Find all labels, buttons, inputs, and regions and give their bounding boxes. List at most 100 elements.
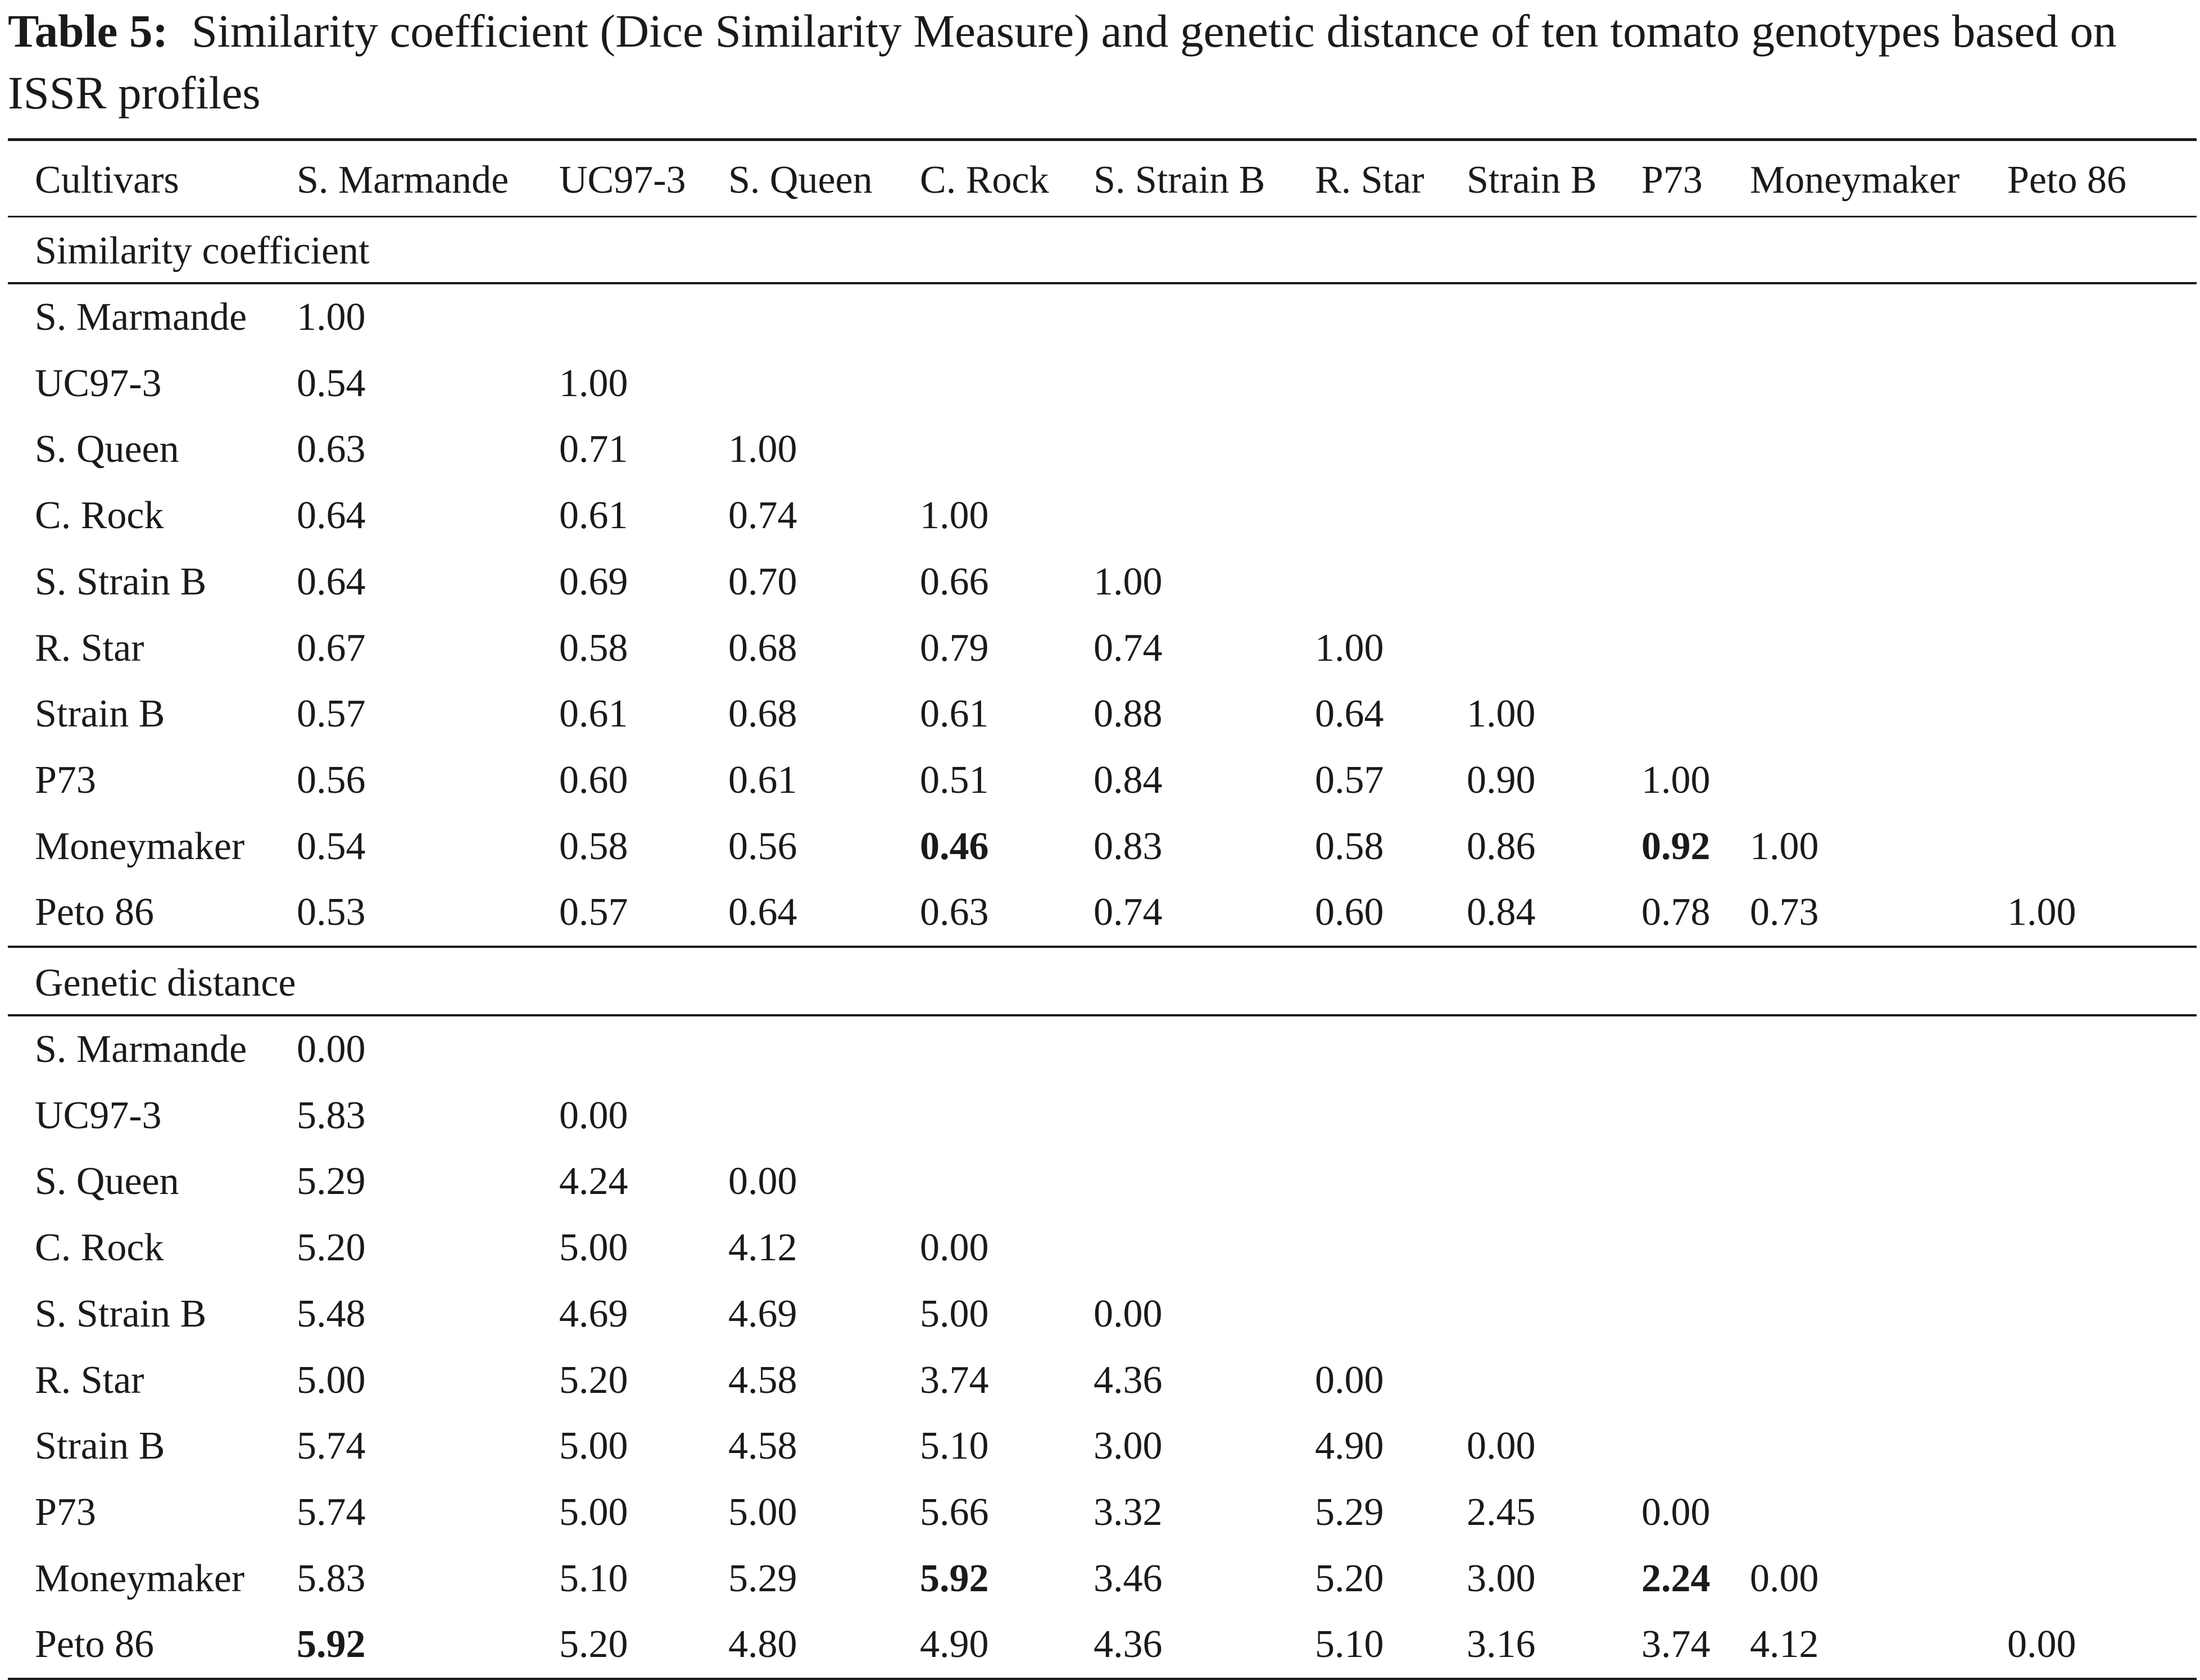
row-label: S. Queen bbox=[35, 428, 179, 471]
table-cell: 0.00 bbox=[1750, 1556, 1819, 1600]
table-cell: 1.00 bbox=[1315, 626, 1384, 670]
table-cell: 0.73 bbox=[1750, 891, 1819, 934]
table-cell: 0.66 bbox=[920, 560, 989, 603]
table-cell: 4.90 bbox=[1315, 1424, 1384, 1468]
table-cell: 0.64 bbox=[1315, 692, 1384, 736]
column-header: P73 bbox=[1641, 158, 1703, 202]
table-cell: 4.24 bbox=[559, 1160, 628, 1204]
table-cell: 0.54 bbox=[297, 361, 366, 405]
row-label: S. Queen bbox=[35, 1160, 179, 1204]
top-rule bbox=[8, 138, 2197, 141]
section-title: Genetic distance bbox=[35, 961, 296, 1005]
table-cell: 0.84 bbox=[1467, 891, 1536, 934]
row-label: Moneymaker bbox=[35, 1556, 245, 1600]
table-cell: 0.56 bbox=[297, 758, 366, 802]
table-cell: 0.71 bbox=[559, 428, 628, 471]
table-cell: 0.46 bbox=[920, 824, 989, 868]
section-rule bbox=[8, 282, 2197, 284]
table-cell: 0.57 bbox=[297, 692, 366, 736]
table-cell: 0.58 bbox=[1315, 824, 1384, 868]
table-cell: 0.61 bbox=[559, 494, 628, 538]
table-cell: 1.00 bbox=[1467, 692, 1536, 736]
table-cell: 1.00 bbox=[920, 494, 989, 538]
table-cell: 0.00 bbox=[1315, 1358, 1384, 1402]
row-label: P73 bbox=[35, 758, 96, 802]
table-cell: 5.20 bbox=[1315, 1556, 1384, 1600]
table-cell: 5.00 bbox=[559, 1490, 628, 1534]
table-cell: 5.92 bbox=[920, 1556, 989, 1600]
row-label: Strain B bbox=[35, 1424, 165, 1468]
table-caption: Table 5: Similarity coefficient (Dice Si… bbox=[8, 0, 2197, 124]
row-label: P73 bbox=[35, 1490, 96, 1534]
table-cell: 5.66 bbox=[920, 1490, 989, 1534]
table-cell: 0.88 bbox=[1094, 692, 1163, 736]
table-cell: 4.69 bbox=[559, 1292, 628, 1336]
table-cell: 0.84 bbox=[1094, 758, 1163, 802]
table-cell: 5.92 bbox=[297, 1623, 366, 1667]
section-rule bbox=[8, 1014, 2197, 1016]
table-cell: 4.80 bbox=[728, 1623, 797, 1667]
row-label: S. Strain B bbox=[35, 560, 207, 603]
column-header: UC97-3 bbox=[559, 158, 686, 202]
table-cell: 0.64 bbox=[297, 494, 366, 538]
table-cell: 0.58 bbox=[559, 824, 628, 868]
row-label: S. Marmande bbox=[35, 296, 247, 339]
table-cell: 0.68 bbox=[728, 692, 797, 736]
table-cell: 0.00 bbox=[1467, 1424, 1536, 1468]
table-cell: 1.00 bbox=[2007, 891, 2076, 934]
table-cell: 4.58 bbox=[728, 1358, 797, 1402]
table-cell: 0.74 bbox=[1094, 891, 1163, 934]
table-cell: 5.00 bbox=[728, 1490, 797, 1534]
table-cell: 0.74 bbox=[728, 494, 797, 538]
table-cell: 4.36 bbox=[1094, 1623, 1163, 1667]
table-cell: 5.10 bbox=[559, 1556, 628, 1600]
section-end-rule bbox=[8, 946, 2197, 948]
table-cell: 5.20 bbox=[559, 1358, 628, 1402]
table-cell: 0.79 bbox=[920, 626, 989, 670]
table-cell: 0.51 bbox=[920, 758, 989, 802]
row-label: S. Marmande bbox=[35, 1028, 247, 1071]
table-cell: 0.64 bbox=[297, 560, 366, 603]
table-cell: 1.00 bbox=[1641, 758, 1711, 802]
table-cell: 0.60 bbox=[559, 758, 628, 802]
table-cell: 5.74 bbox=[297, 1424, 366, 1468]
row-label: Moneymaker bbox=[35, 824, 245, 868]
row-label: R. Star bbox=[35, 1358, 144, 1402]
table-cell: 3.46 bbox=[1094, 1556, 1163, 1600]
table-cell: 5.29 bbox=[728, 1556, 797, 1600]
column-header: Peto 86 bbox=[2007, 158, 2126, 202]
table-cell: 4.12 bbox=[1750, 1623, 1819, 1667]
table-cell: 1.00 bbox=[559, 361, 628, 405]
table-cell: 1.00 bbox=[728, 428, 797, 471]
table-cell: 3.74 bbox=[920, 1358, 989, 1402]
table-cell: 0.00 bbox=[559, 1093, 628, 1137]
table-cell: 0.60 bbox=[1315, 891, 1384, 934]
table-cell: 5.74 bbox=[297, 1490, 366, 1534]
table-cell: 0.86 bbox=[1467, 824, 1536, 868]
table-cell: 1.00 bbox=[297, 296, 366, 339]
row-label: Strain B bbox=[35, 692, 165, 736]
table-cell: 0.63 bbox=[297, 428, 366, 471]
table-cell: 1.00 bbox=[1750, 824, 1819, 868]
table-cell: 5.20 bbox=[559, 1623, 628, 1667]
table-cell: 5.00 bbox=[297, 1358, 366, 1402]
table-cell: 0.57 bbox=[559, 891, 628, 934]
row-label: R. Star bbox=[35, 626, 144, 670]
table-cell: 5.10 bbox=[920, 1424, 989, 1468]
table-cell: 5.00 bbox=[920, 1292, 989, 1336]
row-label: UC97-3 bbox=[35, 361, 162, 405]
table-cell: 0.00 bbox=[297, 1028, 366, 1071]
table-cell: 5.00 bbox=[559, 1226, 628, 1270]
table-cell: 2.24 bbox=[1641, 1556, 1711, 1600]
table-cell: 0.64 bbox=[728, 891, 797, 934]
row-label: C. Rock bbox=[35, 1226, 164, 1270]
row-label: S. Strain B bbox=[35, 1292, 207, 1336]
table-cell: 3.32 bbox=[1094, 1490, 1163, 1534]
table-cell: 5.00 bbox=[559, 1424, 628, 1468]
table-cell: 0.63 bbox=[920, 891, 989, 934]
table-cell: 0.61 bbox=[920, 692, 989, 736]
table-cell: 3.00 bbox=[1094, 1424, 1163, 1468]
table-cell: 0.57 bbox=[1315, 758, 1384, 802]
table-cell: 0.68 bbox=[728, 626, 797, 670]
table-cell: 0.70 bbox=[728, 560, 797, 603]
